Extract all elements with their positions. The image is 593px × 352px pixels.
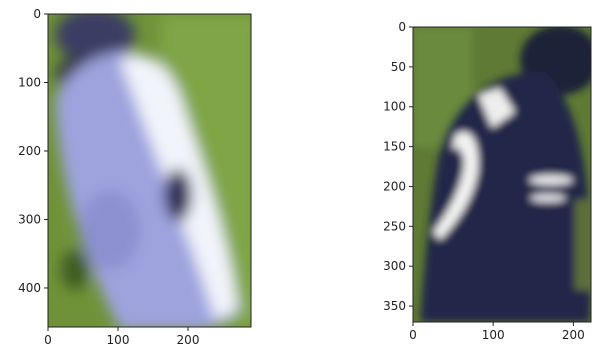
y-tick-label: 250 [383, 219, 406, 233]
subplot-2-axes: 0 100 200 0 50 100 150 200 250 300 350 [383, 20, 585, 342]
y-tick-label: 400 [18, 281, 41, 295]
subplot-2-image [413, 27, 591, 322]
y-tick-label: 300 [383, 259, 406, 273]
subplot-1-frame [47, 13, 252, 328]
y-tick-label: 100 [383, 100, 406, 114]
y-tick-label: 200 [383, 179, 406, 193]
x-tick-label: 0 [44, 333, 52, 347]
y-tick-label: 150 [383, 140, 406, 154]
subplot-2: 0 100 200 0 50 100 150 200 250 300 350 [383, 20, 592, 342]
x-tick-label: 100 [482, 328, 505, 342]
y-tick-label: 50 [391, 60, 406, 74]
y-tick-label: 0 [398, 20, 406, 34]
y-tick-label: 300 [18, 212, 41, 226]
y-tick-label: 100 [18, 75, 41, 89]
y-tick-label: 200 [18, 144, 41, 158]
y-tick-label: 0 [33, 7, 41, 21]
y-tick-label: 350 [383, 299, 406, 313]
x-tick-label: 200 [177, 333, 200, 347]
subplot-2-frame [412, 26, 592, 323]
x-tick-label: 100 [107, 333, 130, 347]
subplot-1: 0 100 200 0 100 200 300 400 [18, 7, 252, 347]
x-tick-label: 200 [562, 328, 585, 342]
subplot-1-axes: 0 100 200 0 100 200 300 400 [18, 7, 199, 347]
subplot-1-image [48, 14, 251, 327]
x-tick-label: 0 [409, 328, 417, 342]
